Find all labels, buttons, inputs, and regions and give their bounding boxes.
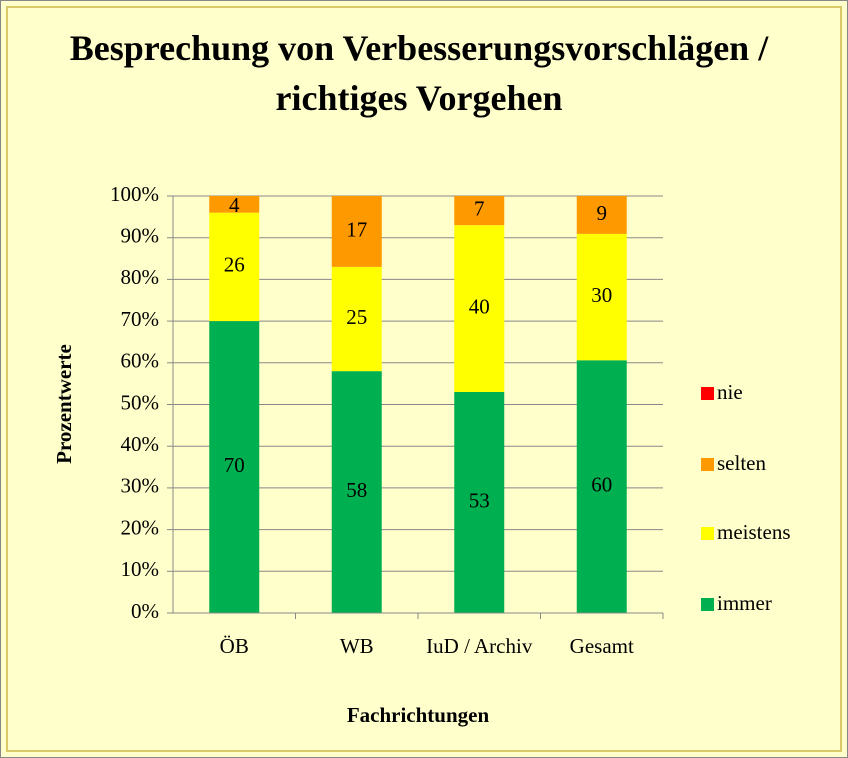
bar-segment xyxy=(454,391,505,613)
y-tick-label: 20% xyxy=(121,515,160,539)
x-tick-label: Gesamt xyxy=(569,634,634,658)
x-tick-label: IuD / Archiv xyxy=(426,634,533,658)
legend-label: selten xyxy=(717,451,766,475)
y-tick-label: 100% xyxy=(110,182,159,206)
data-label: 53 xyxy=(469,488,490,512)
bar-segment xyxy=(576,196,627,234)
data-label: 60 xyxy=(591,472,612,496)
bar-segment xyxy=(576,360,627,613)
data-label: 70 xyxy=(224,453,245,477)
bar-segment xyxy=(209,212,260,322)
y-tick-label: 80% xyxy=(121,265,160,289)
data-label: 17 xyxy=(346,217,367,241)
data-label: 26 xyxy=(224,253,245,277)
bar-segment xyxy=(209,321,260,613)
bar-segment xyxy=(454,225,505,392)
legend-swatch xyxy=(701,598,714,611)
x-tick-label: WB xyxy=(339,634,374,658)
y-tick-label: 30% xyxy=(121,474,160,498)
y-tick-label: 10% xyxy=(121,557,160,581)
x-tick-label: ÖB xyxy=(219,634,249,658)
data-label: 40 xyxy=(469,294,490,318)
bar-segment xyxy=(209,196,260,213)
bar-segment xyxy=(331,196,382,267)
bar-segment xyxy=(331,266,382,372)
legend-label: meistens xyxy=(717,520,791,544)
data-label: 7 xyxy=(474,196,485,220)
y-tick-label: 50% xyxy=(121,390,160,414)
y-tick-label: 40% xyxy=(121,432,160,456)
data-label: 25 xyxy=(346,305,367,329)
y-tick-label: 60% xyxy=(121,349,160,373)
y-tick-label: 90% xyxy=(121,224,160,248)
data-label: 9 xyxy=(597,201,608,225)
bar-segment xyxy=(331,371,382,613)
y-tick-label: 0% xyxy=(131,599,159,623)
y-tick-label: 70% xyxy=(121,307,160,331)
chart-title: Besprechung von Verbesserungsvorschlägen… xyxy=(69,28,769,118)
legend-swatch xyxy=(701,387,714,400)
data-label: 58 xyxy=(346,478,367,502)
frame xyxy=(6,6,842,752)
data-label: 4 xyxy=(229,193,240,217)
bar-segment xyxy=(576,233,627,361)
data-label: 30 xyxy=(591,283,612,307)
x-axis-title: Fachrichtungen xyxy=(346,703,490,727)
legend-label: nie xyxy=(717,380,743,404)
y-axis-title: Prozentwerte xyxy=(52,344,76,464)
bar-segment xyxy=(454,196,505,226)
legend-label: immer xyxy=(717,591,772,615)
legend-swatch xyxy=(701,458,714,471)
legend-swatch xyxy=(701,527,714,540)
